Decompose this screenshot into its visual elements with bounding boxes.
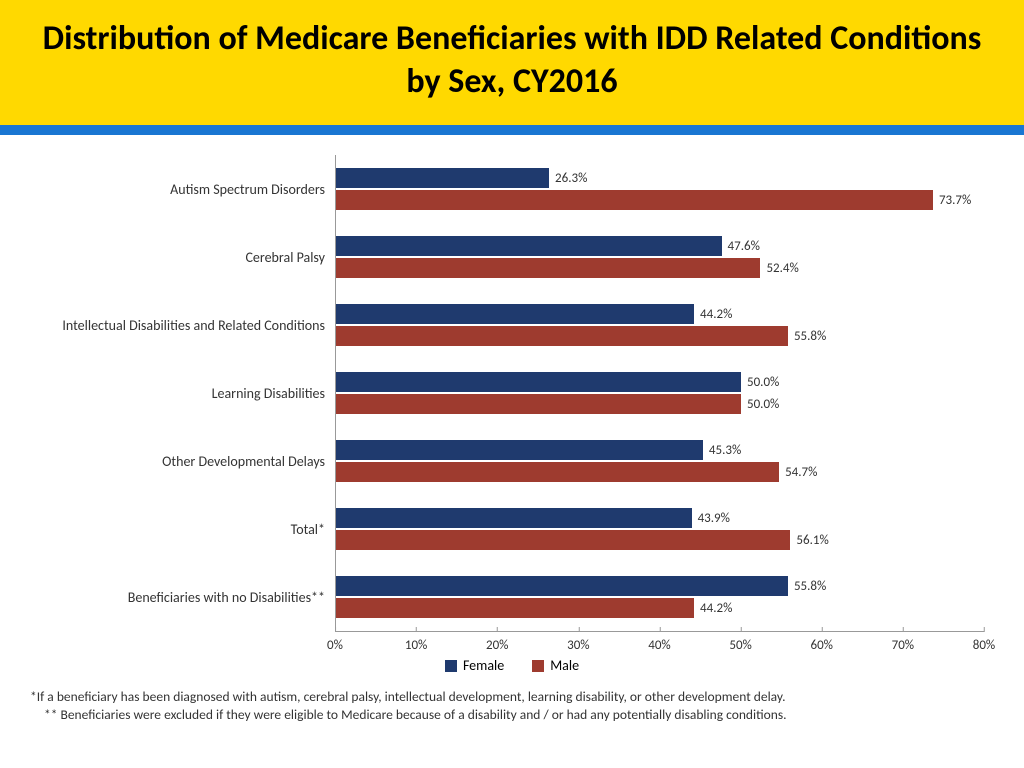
bar-value-label: 56.1% (796, 533, 828, 548)
chart-row: Intellectual Disabilities and Related Co… (40, 291, 984, 359)
footnote-line: ** Beneficiaries were excluded if they w… (30, 706, 994, 724)
legend-label: Female (463, 657, 504, 674)
chart-row: Autism Spectrum Disorders 26.3% 73.7% (40, 155, 984, 223)
chart-row: Learning Disabilities 50.0% 50.0% (40, 359, 984, 427)
category-label: Autism Spectrum Disorders (40, 181, 335, 198)
x-axis: 0%10%20%30%40%50%60%70%80% (40, 631, 984, 655)
legend-item: Male (532, 657, 579, 674)
bar-value-label: 55.8% (794, 579, 826, 594)
chart-row: Cerebral Palsy 47.6% 52.4% (40, 223, 984, 291)
bar: 56.1% (336, 530, 984, 550)
accent-bar (0, 125, 1024, 135)
legend-label: Male (550, 657, 579, 674)
bar-value-label: 54.7% (785, 465, 817, 480)
category-label: Intellectual Disabilities and Related Co… (40, 317, 335, 334)
legend-swatch (445, 660, 457, 672)
category-label: Cerebral Palsy (40, 249, 335, 266)
bar: 50.0% (336, 372, 984, 392)
legend-swatch (532, 660, 544, 672)
x-tick: 20% (486, 632, 508, 653)
x-tick: 40% (648, 632, 670, 653)
bar-value-label: 45.3% (709, 443, 741, 458)
bar-value-label: 50.0% (747, 397, 779, 412)
category-label: Other Developmental Delays (40, 453, 335, 470)
x-tick: 50% (729, 632, 751, 653)
chart-row: Total* 43.9% 56.1% (40, 495, 984, 563)
chart-container: Autism Spectrum Disorders 26.3% 73.7% Cereb… (0, 135, 1024, 678)
legend-item: Female (445, 657, 504, 674)
bar: 50.0% (336, 394, 984, 414)
chart-row: Beneficiaries with no Disabilities** 55.8… (40, 563, 984, 631)
x-tick: 10% (405, 632, 427, 653)
category-label: Beneficiaries with no Disabilities** (40, 589, 335, 606)
bar: 55.8% (336, 326, 984, 346)
bar: 47.6% (336, 236, 984, 256)
x-tick: 30% (567, 632, 589, 653)
bar: 45.3% (336, 440, 984, 460)
bar-value-label: 50.0% (747, 375, 779, 390)
bar: 54.7% (336, 462, 984, 482)
bar-value-label: 43.9% (698, 511, 730, 526)
bar: 55.8% (336, 576, 984, 596)
bar-value-label: 73.7% (939, 193, 971, 208)
page-title: Distribution of Medicare Beneficiaries w… (40, 18, 984, 103)
bar-value-label: 52.4% (766, 261, 798, 276)
category-label: Total* (40, 521, 335, 538)
bar-value-label: 44.2% (700, 307, 732, 322)
footnotes: *If a beneficiary has been diagnosed wit… (0, 678, 1024, 724)
bar: 44.2% (336, 304, 984, 324)
bar: 52.4% (336, 258, 984, 278)
bar: 73.7% (336, 190, 984, 210)
legend: Female Male (40, 657, 984, 674)
bar-value-label: 55.8% (794, 329, 826, 344)
bar-value-label: 26.3% (555, 171, 587, 186)
category-label: Learning Disabilities (40, 385, 335, 402)
bar: 43.9% (336, 508, 984, 528)
bar-value-label: 47.6% (728, 239, 760, 254)
x-tick: 80% (973, 632, 995, 653)
header-banner: Distribution of Medicare Beneficiaries w… (0, 0, 1024, 125)
x-tick: 0% (327, 632, 343, 653)
x-tick: 70% (892, 632, 914, 653)
bar: 26.3% (336, 168, 984, 188)
chart-row: Other Developmental Delays 45.3% 54.7% (40, 427, 984, 495)
bar: 44.2% (336, 598, 984, 618)
x-tick: 60% (811, 632, 833, 653)
bar-value-label: 44.2% (700, 601, 732, 616)
footnote-line: *If a beneficiary has been diagnosed wit… (30, 688, 994, 706)
